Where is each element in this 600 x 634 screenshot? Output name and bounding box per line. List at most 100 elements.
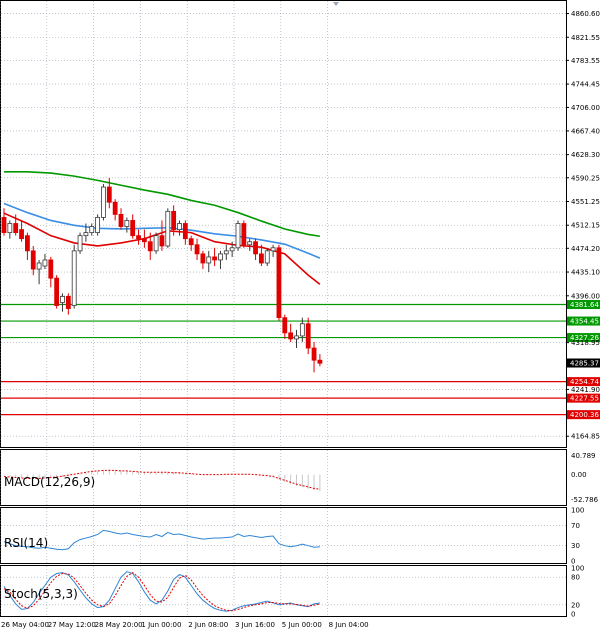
y-tick-label: 4512.15 [571, 222, 600, 230]
rsi-tick-label: 0 [571, 558, 575, 566]
y-tick-label: 4783.55 [571, 57, 600, 65]
candle-body [95, 217, 100, 234]
candle-body [83, 232, 89, 237]
macd-tick-label: 0.00 [571, 471, 587, 479]
y-tick-label: 4744.45 [571, 81, 600, 89]
candle-body [106, 186, 112, 203]
y-tick-label: 4396.00 [571, 292, 600, 300]
price-level-label: 4327.26 [570, 334, 599, 342]
rsi-plot [1, 524, 566, 551]
y-tick-label: 4667.40 [571, 127, 600, 135]
candle-body [282, 317, 288, 334]
candle-body [294, 335, 299, 340]
price-level-tag [567, 300, 600, 310]
candle-body [54, 277, 60, 306]
candle-body [19, 229, 24, 240]
macd-tick-label: 40.789 [571, 452, 596, 460]
rsi-line [3, 529, 320, 551]
candle-body [182, 223, 188, 240]
y-tick-label: 4435.10 [571, 269, 600, 277]
rsi-label: RSI(14) [4, 536, 48, 550]
x-tick-label: 3 Jun 16:00 [235, 621, 275, 629]
stoch-label: Stoch(5,3,3) [4, 587, 78, 601]
macd-panel-frame [0, 449, 567, 506]
rsi-tick-label: 30 [571, 542, 580, 550]
candle-body [270, 247, 276, 252]
candle-body [153, 235, 159, 252]
candle-body [60, 296, 65, 303]
y-tick-label: 4241.90 [571, 386, 600, 394]
candle-body [253, 241, 258, 255]
y-tick-label: 4628.30 [571, 151, 600, 159]
candle-body [311, 347, 317, 361]
stoch-signal-line [3, 571, 321, 612]
candle-body [36, 262, 42, 270]
candle-body [7, 223, 13, 234]
price-level-tag [567, 393, 600, 403]
candle-body [124, 220, 130, 227]
candle-body [1, 217, 7, 234]
candle-body [136, 235, 141, 240]
candle-body [171, 210, 177, 230]
x-tick-label: 28 May 20:00 [95, 621, 143, 629]
candle-body [24, 235, 30, 252]
price-level-label: 4354.45 [570, 318, 599, 326]
candle-body [206, 256, 212, 264]
stoch-plot [1, 571, 566, 612]
candle-body [141, 238, 147, 243]
horizontal-levels: 4381.64 4354.45 4327.26 4254.74 4227.55 4200.… [1, 300, 600, 420]
candle-body [112, 201, 118, 215]
candle-body [177, 223, 182, 230]
current-price-tag [567, 358, 600, 368]
y-tick-label: 4164.85 [571, 433, 600, 441]
y-tick-label: 4860.60 [571, 10, 600, 18]
y-tick-label: 4706.00 [571, 104, 600, 112]
candle-body [89, 226, 95, 234]
macd-signal-line [3, 469, 320, 490]
price-level-tag [567, 333, 600, 343]
y-tick-label: 4474.20 [571, 245, 600, 253]
candle-body [71, 250, 77, 306]
candle-body [264, 250, 270, 264]
candle-body [288, 332, 294, 340]
candle-body [77, 235, 83, 252]
candle-body [229, 247, 235, 252]
x-tick-label: 8 Jun 04:00 [329, 621, 369, 629]
candle-body [165, 210, 171, 247]
x-tick-label: 5 Jun 00:00 [282, 621, 322, 629]
candle-body [247, 241, 253, 246]
x-tick-label: 27 May 12:00 [48, 621, 96, 629]
candle-body [212, 256, 218, 261]
x-tick-label: 2 Jun 08:00 [188, 621, 228, 629]
macd-tick-label: -52.786 [571, 496, 599, 504]
y-tick-label: 4590.25 [571, 174, 600, 182]
rsi-tick-label: 70 [571, 522, 580, 530]
rsi-tick-label: 100 [571, 507, 584, 515]
price-level-tag [567, 410, 600, 420]
candle-body [235, 223, 241, 249]
x-tick-label: 26 May 04:00 [1, 621, 49, 629]
candle-body [258, 253, 264, 264]
candlesticks [1, 177, 323, 373]
stoch-tick-label: 20 [571, 601, 580, 609]
stoch-tick-label: 0 [571, 611, 575, 619]
candle-body [30, 250, 36, 270]
candle-body [188, 238, 194, 246]
candle-body [130, 220, 136, 237]
stoch-panel-frame [0, 565, 567, 617]
grid-lines [0, 1, 566, 616]
rsi-panel-frame [0, 507, 567, 564]
stoch-tick-label: 100 [571, 565, 584, 573]
price-level-label: 4254.74 [570, 378, 599, 386]
macd-plot [3, 469, 321, 492]
candle-body [194, 244, 200, 255]
candle-body [299, 323, 305, 337]
stoch-tick-label: 80 [571, 574, 580, 582]
y-tick-label: 4551.25 [571, 198, 600, 206]
stoch-main-line [3, 571, 320, 612]
shift-marker-icon [333, 2, 339, 6]
price-level-label: 4200.36 [570, 411, 599, 419]
price-level-tag [567, 377, 600, 387]
y-tick-label: 4318.95 [571, 339, 600, 347]
